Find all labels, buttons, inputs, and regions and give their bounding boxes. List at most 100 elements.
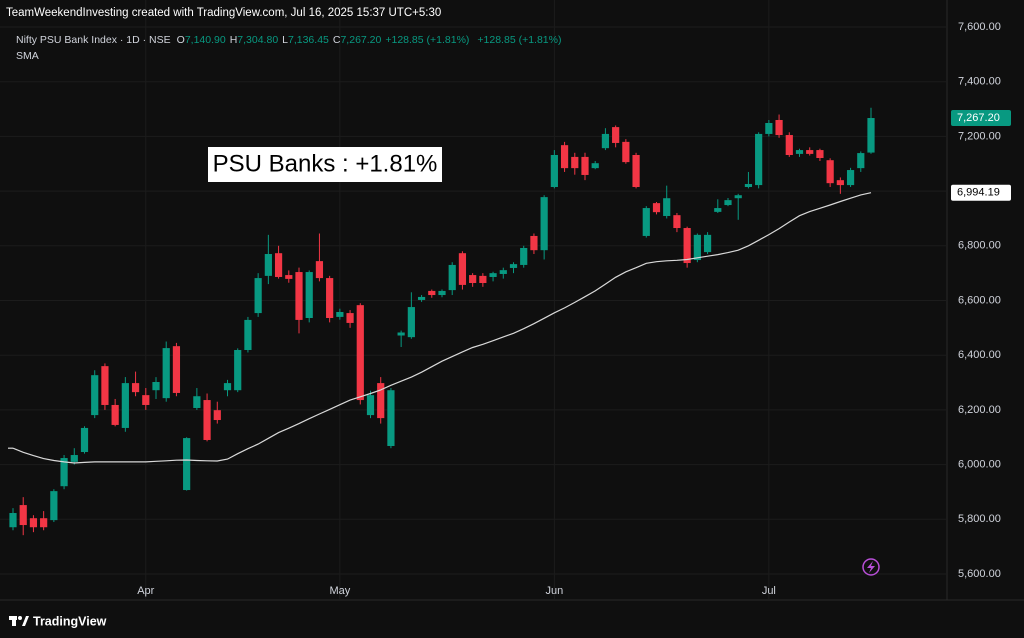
y-tick-label: 7,200.00: [958, 130, 1001, 142]
candle-body: [264, 254, 272, 276]
candle-body: [581, 156, 589, 175]
candle-body: [469, 275, 477, 283]
candle-body: [9, 513, 17, 528]
candle-body: [693, 234, 701, 261]
brand: TradingView: [33, 614, 107, 628]
candle-body: [846, 170, 855, 186]
legend-part: +128.85 (+1.81%): [385, 34, 469, 46]
candle-body: [366, 395, 375, 416]
candle-body: [315, 261, 324, 279]
indicator-legend: SMA: [16, 50, 39, 62]
candle-body: [479, 275, 487, 283]
candle-body: [101, 366, 109, 405]
candle-body: [458, 253, 467, 285]
candle-body: [867, 118, 875, 153]
symbol-legend: Nifty PSU Bank Index · 1D · NSE O7,140.90…: [16, 34, 561, 46]
candle-body: [755, 133, 763, 186]
legend-part: 7,136.45: [288, 34, 329, 46]
candle-body: [29, 518, 38, 528]
candle-body: [19, 505, 27, 526]
watermark: TeamWeekendInvesting created with Tradin…: [6, 7, 441, 19]
candle-body: [724, 200, 732, 206]
x-tick-label: Jun: [545, 585, 563, 597]
candle-body: [826, 160, 834, 184]
candle-body: [111, 404, 119, 425]
candle-body: [162, 348, 170, 399]
candle-body: [632, 154, 640, 187]
candle-body: [234, 350, 242, 391]
y-tick-label: 5,600.00: [958, 568, 1001, 580]
legend-part: 7,140.90: [185, 34, 226, 46]
candle-body: [795, 150, 804, 154]
candle-body: [213, 410, 221, 421]
candle-body: [326, 278, 334, 319]
candle-body: [387, 390, 395, 447]
candle-body: [550, 154, 558, 187]
x-tick-label: Apr: [137, 585, 154, 597]
candle-body: [131, 383, 140, 393]
candle-body: [489, 273, 497, 277]
candle-body: [499, 270, 507, 274]
candle-body: [80, 427, 89, 453]
y-tick-label: 6,600.00: [958, 294, 1001, 306]
candle-body: [70, 455, 78, 462]
candle-body: [663, 198, 671, 216]
logo-part: [18, 616, 22, 620]
candle-body: [836, 180, 844, 186]
candle-body: [673, 215, 681, 229]
candle-body: [417, 296, 426, 300]
candle-body: [60, 458, 68, 487]
candle-body: [520, 247, 528, 265]
candle-body: [530, 235, 538, 251]
candle-body: [775, 119, 783, 136]
candle-body: [785, 135, 793, 155]
candle-body: [703, 234, 712, 253]
candle-body: [540, 197, 548, 251]
candle-body: [714, 208, 722, 212]
legend-part: L: [282, 34, 288, 46]
candle-body: [734, 195, 742, 199]
legend-part: +128.85 (+1.81%): [477, 34, 561, 46]
logo-part: [22, 616, 29, 626]
candle-body: [448, 264, 456, 291]
y-tick-label: 7,600.00: [958, 21, 1001, 33]
candle-body: [295, 272, 303, 320]
candle-body: [142, 395, 150, 405]
candle-body: [765, 122, 773, 134]
y-tick-label: 6,000.00: [958, 459, 1001, 471]
brand-logo: [9, 616, 29, 626]
y-tick-label: 6,200.00: [958, 404, 1001, 416]
annotation-box: [208, 147, 442, 182]
plot: [8, 107, 875, 536]
sma-line: [12, 192, 872, 464]
grid: [0, 0, 947, 600]
candle-body: [683, 228, 691, 264]
candle-body: [223, 383, 232, 391]
candle-body: [857, 153, 865, 169]
y-tick-label: 6,800.00: [958, 240, 1001, 252]
candle-body: [622, 141, 630, 163]
legend-part: H: [230, 34, 238, 46]
candle-body: [193, 396, 201, 408]
candle-body: [612, 127, 620, 143]
price-tag: [951, 184, 1011, 201]
candle-body: [601, 133, 610, 149]
legend-part: C: [333, 34, 341, 46]
alert-icon-bolt: [867, 561, 875, 573]
price-tag-label: 7,267.20: [957, 112, 1000, 124]
candle-body: [183, 438, 191, 491]
x-tick-label: Jul: [762, 585, 776, 597]
candle-body: [642, 208, 650, 236]
candle-body: [407, 307, 415, 338]
candle-body: [560, 145, 569, 169]
logo-part: [12, 616, 16, 626]
alert-icon[interactable]: [862, 558, 880, 576]
y-tick-label: 5,800.00: [958, 513, 1001, 525]
price-tag-label: 6,994.19: [957, 187, 1000, 199]
candle-body: [346, 313, 354, 323]
candle-body: [744, 183, 753, 187]
candle-body: [91, 375, 99, 416]
legend-part: 7,267.20: [340, 34, 381, 46]
candle-body: [40, 518, 48, 528]
